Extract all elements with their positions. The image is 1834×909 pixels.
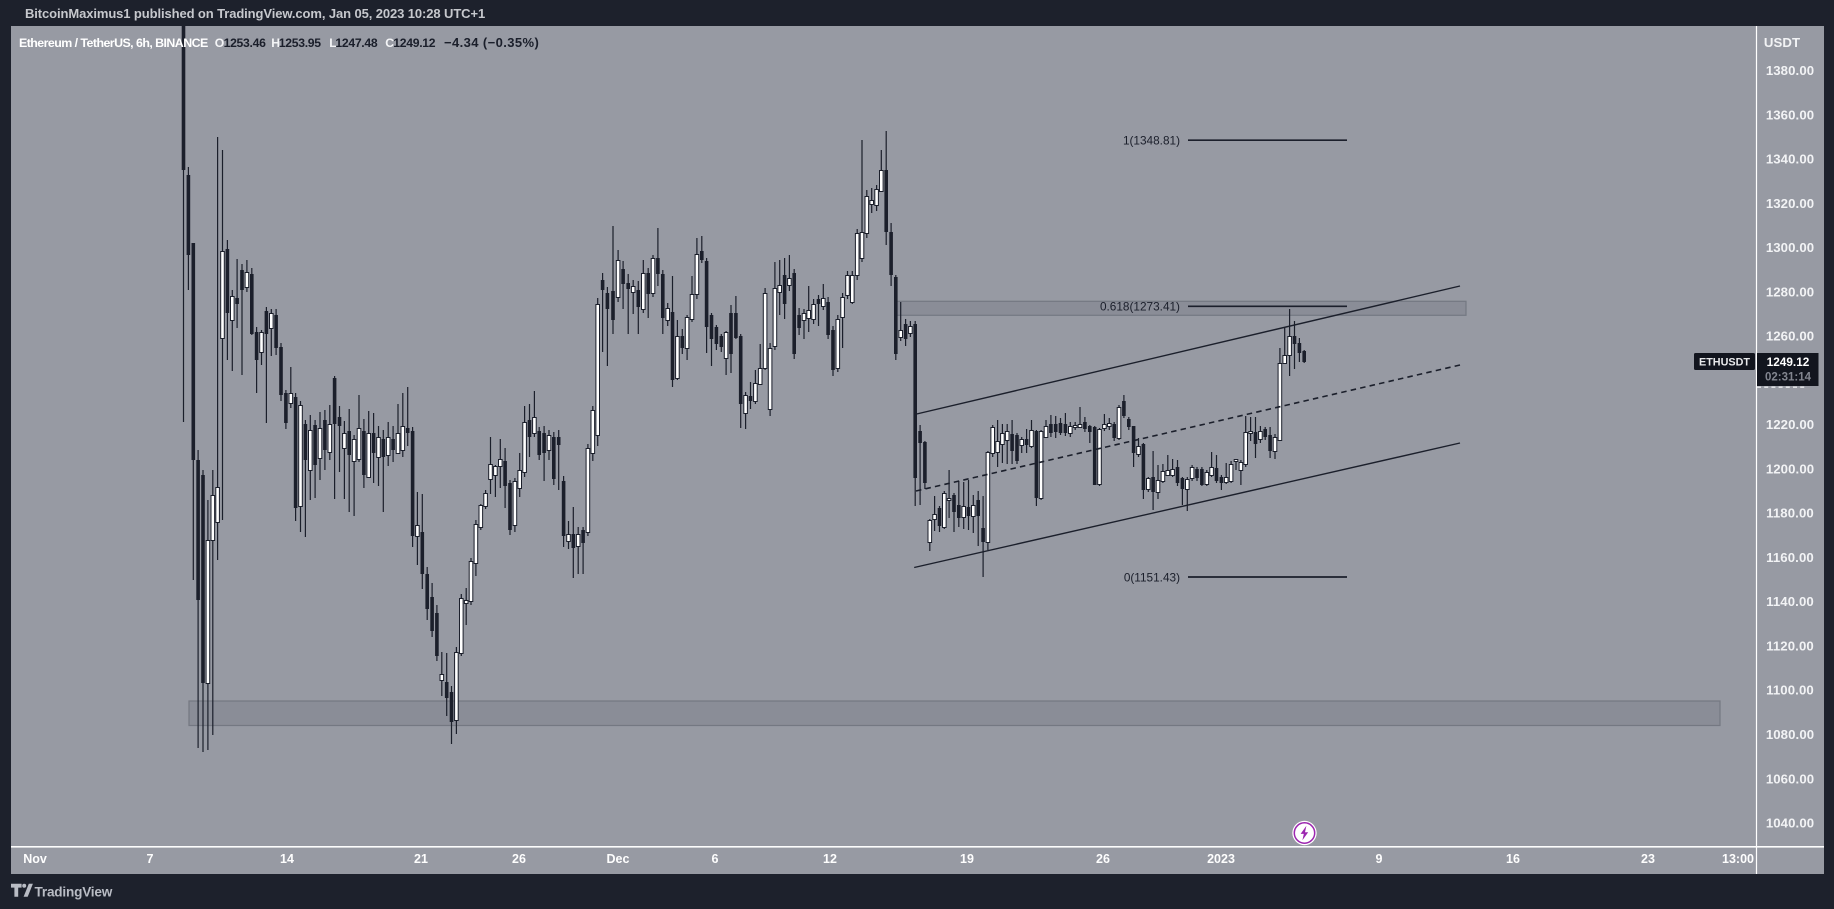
svg-text:1180.00: 1180.00 — [1766, 506, 1814, 521]
svg-text:12: 12 — [823, 852, 837, 866]
svg-text:L: L — [329, 36, 337, 50]
svg-text:1060.00: 1060.00 — [1766, 771, 1814, 786]
svg-text:1253.46: 1253.46 — [224, 36, 266, 50]
svg-text:13:00: 13:00 — [1722, 852, 1754, 866]
svg-text:1160.00: 1160.00 — [1766, 550, 1814, 565]
svg-text:1360.00: 1360.00 — [1766, 107, 1814, 122]
svg-text:1(1348.81): 1(1348.81) — [1123, 134, 1180, 148]
svg-text:1220.00: 1220.00 — [1766, 417, 1814, 432]
svg-text:02:31:14: 02:31:14 — [1765, 372, 1812, 384]
svg-text:1380.00: 1380.00 — [1766, 63, 1814, 78]
svg-text:1140.00: 1140.00 — [1766, 594, 1814, 609]
svg-text:23: 23 — [1641, 852, 1655, 866]
svg-text:BitcoinMaximus1 published on T: BitcoinMaximus1 published on TradingView… — [25, 6, 485, 21]
svg-text:Dec: Dec — [607, 852, 630, 866]
svg-text:Ethereum / TetherUS, 6h, BINAN: Ethereum / TetherUS, 6h, BINANCE — [19, 36, 208, 50]
svg-text:1247.48: 1247.48 — [335, 36, 377, 50]
svg-text:1120.00: 1120.00 — [1766, 639, 1814, 654]
svg-text:−4.34 (−0.35%): −4.34 (−0.35%) — [444, 35, 539, 50]
svg-text:1340.00: 1340.00 — [1766, 152, 1814, 167]
svg-text:6: 6 — [712, 852, 719, 866]
svg-text:26: 26 — [1096, 852, 1110, 866]
svg-text:1200.00: 1200.00 — [1766, 461, 1814, 476]
svg-text:7: 7 — [147, 852, 154, 866]
svg-text:9: 9 — [1376, 852, 1383, 866]
svg-text:14: 14 — [280, 852, 294, 866]
svg-text:H: H — [271, 36, 280, 50]
svg-text:1080.00: 1080.00 — [1766, 727, 1814, 742]
svg-text:1249.12: 1249.12 — [393, 36, 435, 50]
svg-text:USDT: USDT — [1764, 35, 1800, 50]
svg-text:1260.00: 1260.00 — [1766, 329, 1814, 344]
svg-text:Nov: Nov — [23, 852, 47, 866]
svg-text:C: C — [385, 36, 394, 50]
svg-text:0(1151.43): 0(1151.43) — [1124, 570, 1180, 584]
svg-text:ETHUSDT: ETHUSDT — [1699, 357, 1750, 369]
svg-text:1320.00: 1320.00 — [1766, 196, 1814, 211]
svg-text:16: 16 — [1506, 852, 1520, 866]
svg-text:26: 26 — [512, 852, 526, 866]
svg-text:1040.00: 1040.00 — [1766, 816, 1814, 831]
svg-text:O: O — [215, 36, 224, 50]
svg-text:19: 19 — [960, 852, 974, 866]
svg-text:1253.95: 1253.95 — [279, 36, 321, 50]
svg-text:21: 21 — [414, 852, 428, 866]
svg-text:0.618(1273.41): 0.618(1273.41) — [1100, 300, 1180, 314]
svg-text:1280.00: 1280.00 — [1766, 284, 1814, 299]
svg-text:1300.00: 1300.00 — [1766, 240, 1814, 255]
svg-text:1100.00: 1100.00 — [1766, 683, 1814, 698]
svg-text:2023: 2023 — [1207, 852, 1235, 866]
svg-text:1249.12: 1249.12 — [1767, 355, 1810, 369]
svg-text:TradingView: TradingView — [35, 885, 113, 900]
